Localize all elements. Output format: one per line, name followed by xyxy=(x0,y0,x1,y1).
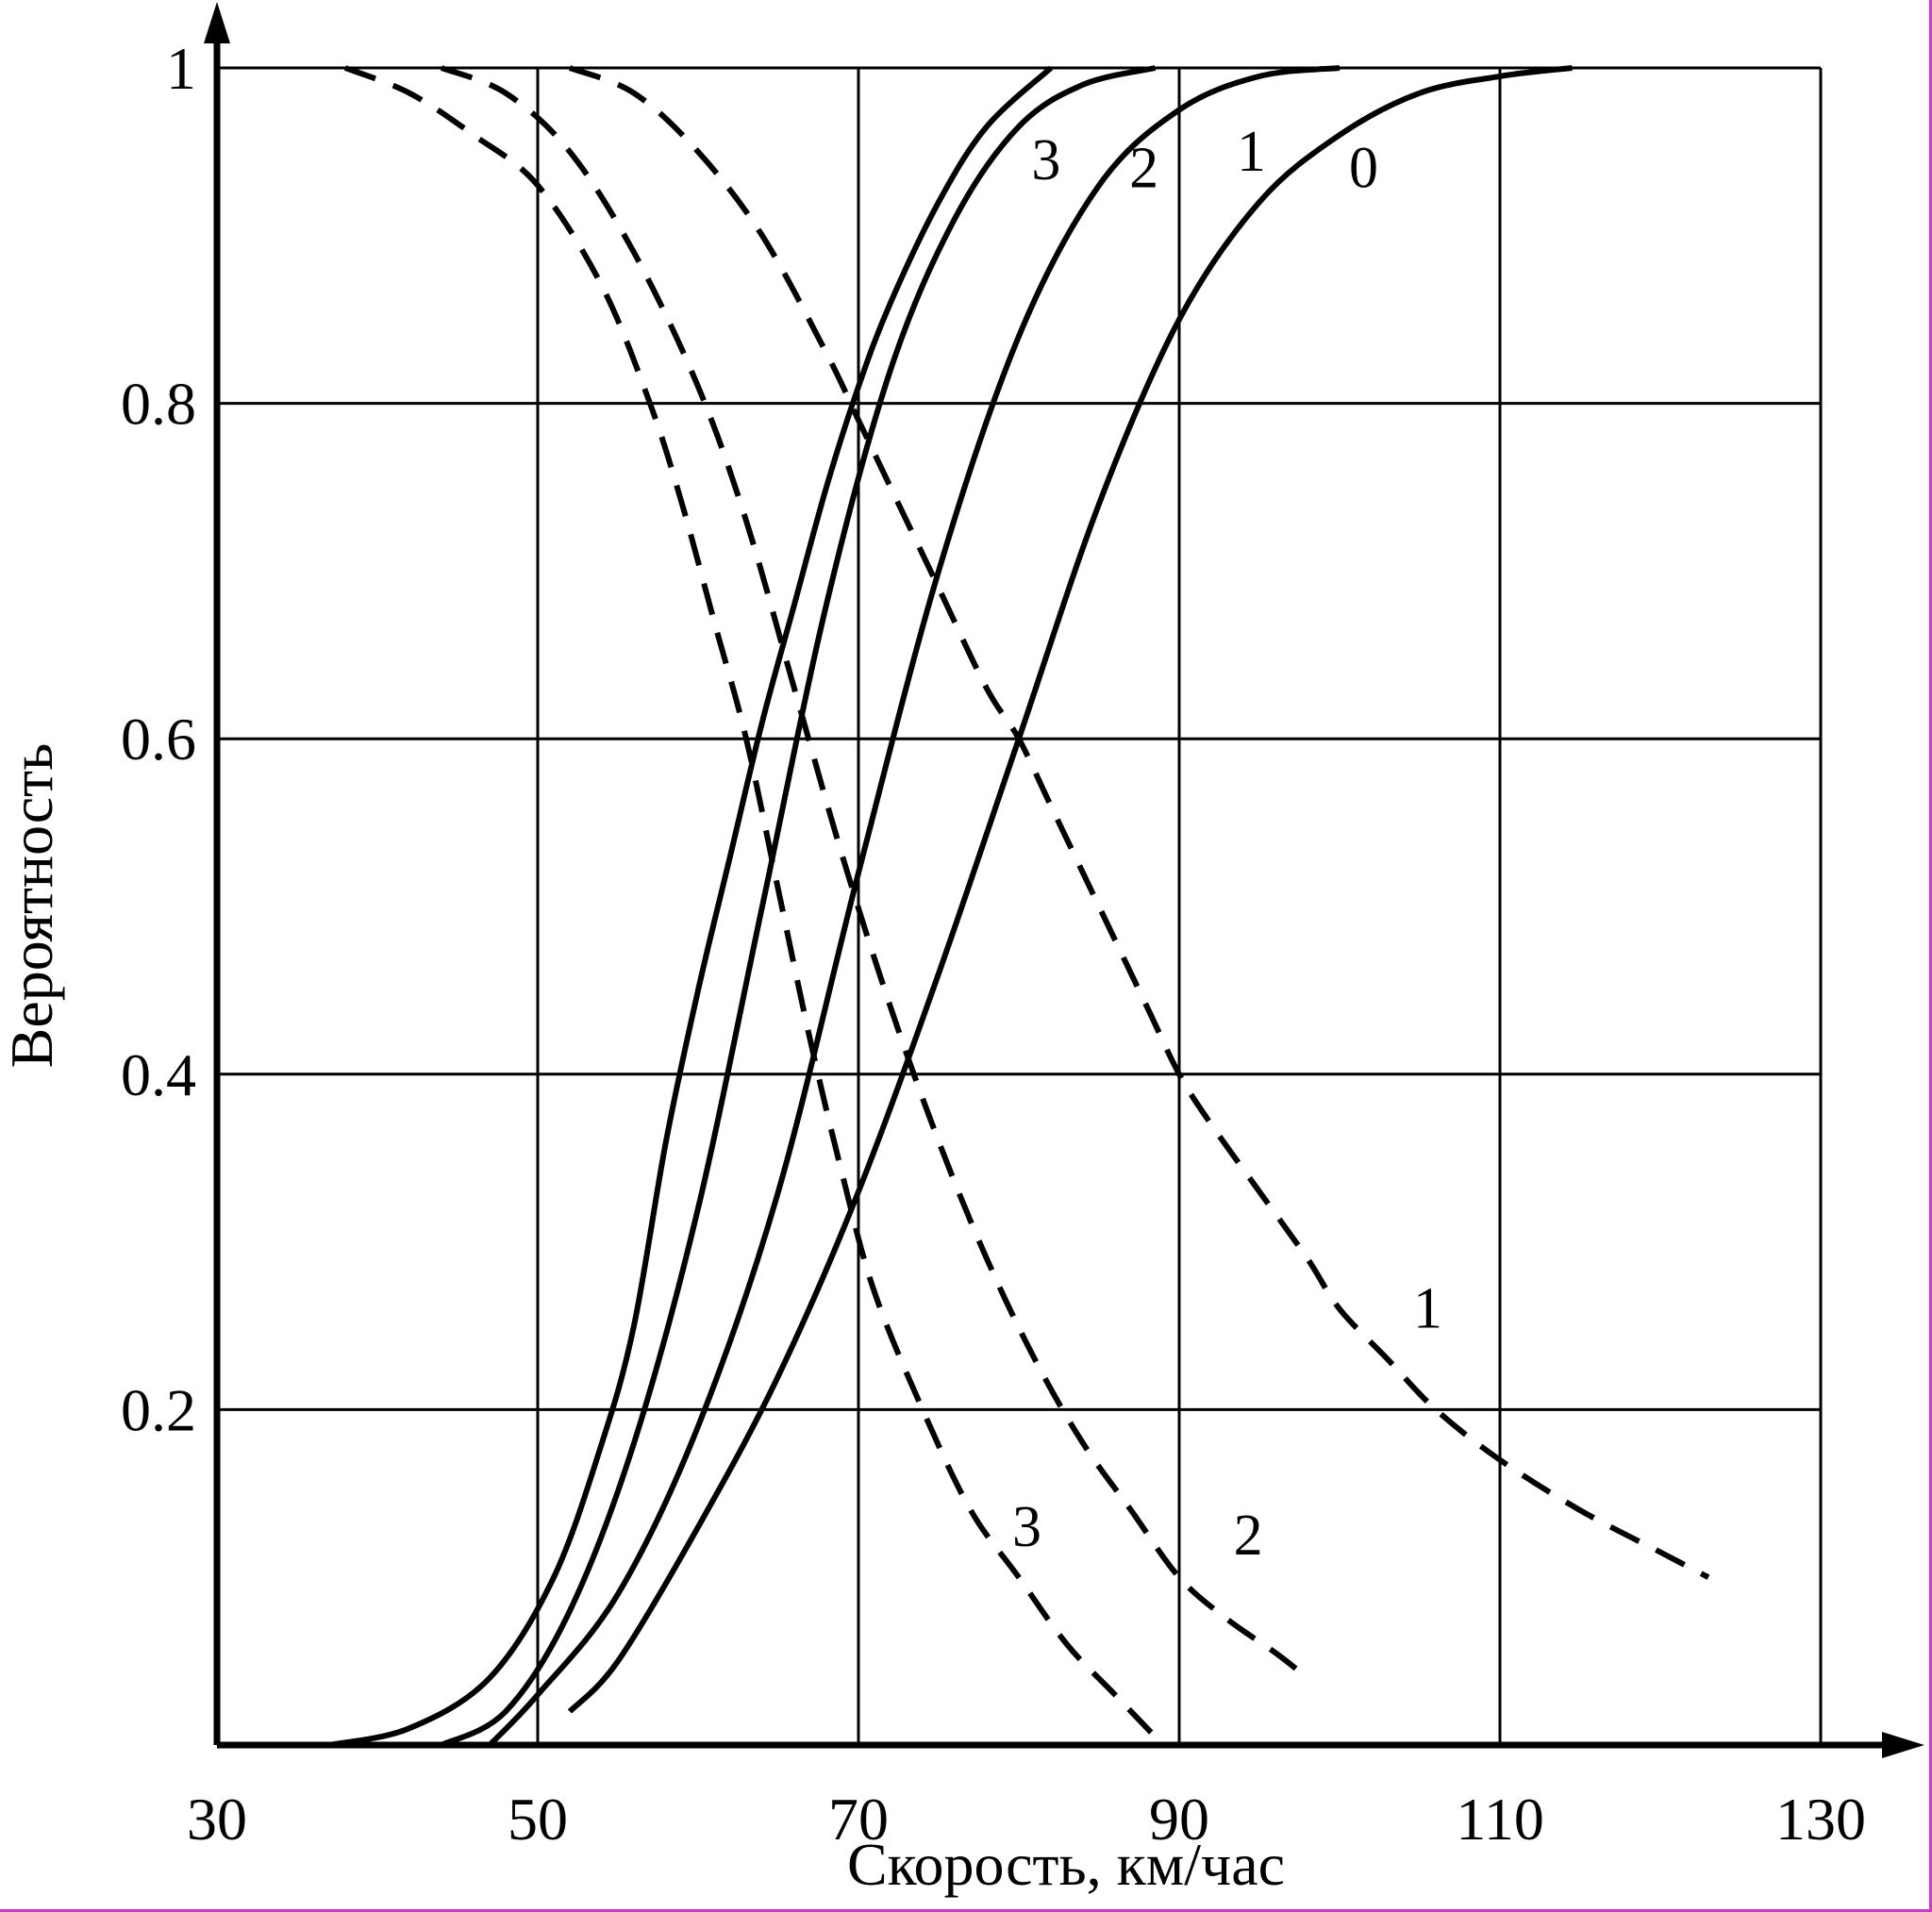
x-tick-label: 90 xyxy=(1149,1786,1209,1853)
x-tick-label: 50 xyxy=(508,1786,568,1853)
solid-curve-label-1: 1 xyxy=(1237,120,1266,184)
dashed-curve-2 xyxy=(440,65,1309,1681)
x-tick-label: 110 xyxy=(1456,1786,1544,1853)
x-tick-label: 70 xyxy=(828,1786,889,1853)
y-tick-label: 0.8 xyxy=(121,371,196,438)
x-axis-label: Скорость, км/час xyxy=(847,1831,1285,1898)
x-axis-arrow xyxy=(1882,1732,1924,1758)
solid-curve-label-0: 0 xyxy=(1349,137,1378,201)
dashed-curve-label-3: 3 xyxy=(1012,1495,1041,1559)
x-tick-label: 30 xyxy=(187,1786,247,1853)
solid-curve-1 xyxy=(487,65,1341,1748)
y-tick-label: 1 xyxy=(166,35,196,102)
solid-curve-label-2: 2 xyxy=(1129,137,1158,201)
solid-curve-0 xyxy=(567,65,1573,1714)
solid-curve-label-3: 3 xyxy=(1031,128,1060,192)
x-tick-label: 130 xyxy=(1775,1786,1866,1853)
solid-curve-3 xyxy=(328,65,1054,1748)
y-tick-label: 0.2 xyxy=(121,1376,196,1443)
y-axis-arrow xyxy=(204,2,230,43)
solid-curve-2 xyxy=(440,65,1157,1748)
y-tick-label: 0.6 xyxy=(121,706,196,773)
y-tick-label: 0.4 xyxy=(121,1041,196,1108)
dashed-curve-label-2: 2 xyxy=(1234,1504,1263,1568)
dashed-curve-label-1: 1 xyxy=(1413,1277,1442,1341)
y-axis-label: Вероятность xyxy=(0,743,65,1069)
dashed-curve-1 xyxy=(568,65,1710,1580)
dashed-curve-3 xyxy=(343,65,1166,1748)
